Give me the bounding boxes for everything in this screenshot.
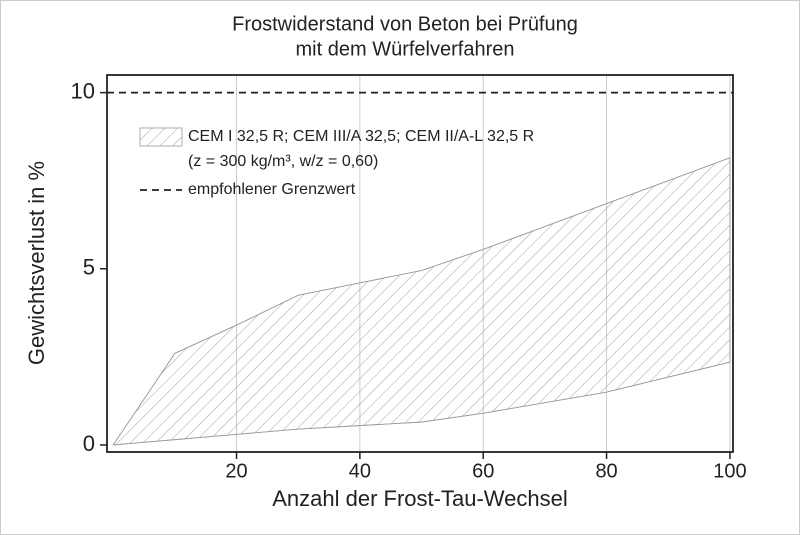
legend-note: (z = 300 kg/m³, w/z = 0,60) bbox=[188, 153, 378, 170]
chart-title: Frostwiderstand von Beton bei Prüfung bbox=[232, 13, 578, 35]
x-tick-label: 80 bbox=[595, 460, 617, 482]
plot-frame bbox=[106, 74, 734, 453]
x-tick-label: 100 bbox=[713, 460, 746, 482]
x-tick-label: 40 bbox=[349, 460, 371, 482]
legend-label: CEM I 32,5 R; CEM III/A 32,5; CEM II/A-L… bbox=[188, 128, 534, 145]
plot-area: 20 40 60 80 100 0 5 10 CEM I 32,5 R; CEM III/A 3… bbox=[71, 74, 747, 482]
x-tick-label: 20 bbox=[225, 460, 247, 482]
y-tick-label: 5 bbox=[83, 255, 95, 280]
legend-swatch bbox=[139, 127, 183, 147]
y-tick-label: 0 bbox=[83, 431, 95, 456]
legend-label: empfohlener Grenzwert bbox=[188, 181, 356, 198]
x-axis-label: Anzahl der Frost-Tau-Wechsel bbox=[272, 486, 568, 511]
x-tick-label: 60 bbox=[472, 460, 494, 482]
y-axis-label: Gewichtsverlust in % bbox=[24, 161, 49, 365]
band-lower bbox=[113, 361, 731, 446]
chart-title: mit dem Würfelverfahren bbox=[296, 38, 515, 60]
y-tick-label: 10 bbox=[71, 78, 95, 103]
band-upper bbox=[112, 157, 731, 446]
